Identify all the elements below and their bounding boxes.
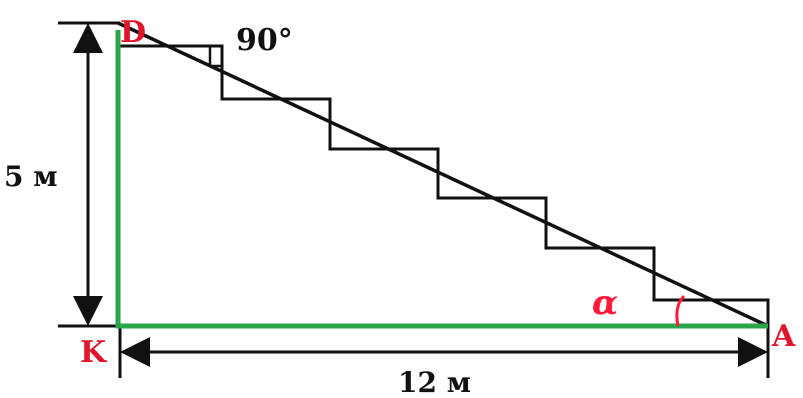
vertex-label-k: K <box>80 335 107 370</box>
vertex-label-a: A <box>771 319 796 354</box>
vertex-label-d: D <box>120 15 146 50</box>
staircase-steps <box>118 44 770 326</box>
height-dimension-label: 5 м <box>4 160 58 193</box>
angle-arc-mark <box>675 294 686 327</box>
right-angle-label: 90° <box>236 23 293 58</box>
alpha-angle-label: α <box>592 283 618 323</box>
hypotenuse-line <box>117 21 769 328</box>
base-dimension-label: 12 м <box>398 366 471 398</box>
